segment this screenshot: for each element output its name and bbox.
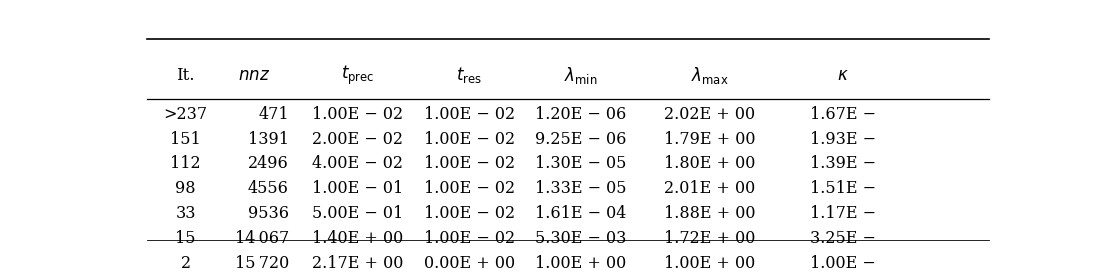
Text: 1.39E −: 1.39E −	[810, 155, 875, 172]
Text: 1.17E −: 1.17E −	[810, 205, 875, 222]
Text: 1.00E −: 1.00E −	[810, 255, 875, 272]
Text: 1.00E − 02: 1.00E − 02	[423, 130, 514, 147]
Text: $\lambda_{\rm max}$: $\lambda_{\rm max}$	[690, 65, 728, 85]
Text: 1.88E + 00: 1.88E + 00	[664, 205, 756, 222]
Text: 0.00E + 00: 0.00E + 00	[423, 255, 514, 272]
Text: 9536: 9536	[248, 205, 289, 222]
Text: 1391: 1391	[248, 130, 289, 147]
Text: 112: 112	[171, 155, 201, 172]
Text: 98: 98	[175, 180, 196, 197]
Text: $t_{\rm res}$: $t_{\rm res}$	[456, 65, 482, 85]
Text: 5.00E − 01: 5.00E − 01	[311, 205, 403, 222]
Text: >237: >237	[164, 105, 208, 122]
Text: 2.01E + 00: 2.01E + 00	[664, 180, 756, 197]
Text: 2: 2	[181, 255, 191, 272]
Text: 1.00E − 02: 1.00E − 02	[423, 155, 514, 172]
Text: 1.79E + 00: 1.79E + 00	[664, 130, 756, 147]
Text: 2.17E + 00: 2.17E + 00	[311, 255, 403, 272]
Text: 1.00E − 01: 1.00E − 01	[311, 180, 403, 197]
Text: 1.00E − 02: 1.00E − 02	[423, 180, 514, 197]
Text: 2.02E + 00: 2.02E + 00	[664, 105, 755, 122]
Text: 1.00E − 02: 1.00E − 02	[312, 105, 403, 122]
Text: 15 720: 15 720	[235, 255, 289, 272]
Text: 1.33E − 05: 1.33E − 05	[535, 180, 626, 197]
Text: $t_{\rm prec}$: $t_{\rm prec}$	[341, 64, 375, 87]
Text: 5.30E − 03: 5.30E − 03	[535, 230, 626, 247]
Text: 15: 15	[175, 230, 196, 247]
Text: 9.25E − 06: 9.25E − 06	[535, 130, 626, 147]
Text: 1.00E − 02: 1.00E − 02	[423, 105, 514, 122]
Text: 3.25E −: 3.25E −	[810, 230, 875, 247]
Text: 1.20E − 06: 1.20E − 06	[535, 105, 626, 122]
Text: 1.30E − 05: 1.30E − 05	[535, 155, 626, 172]
Text: $\lambda_{\rm min}$: $\lambda_{\rm min}$	[564, 65, 597, 85]
Text: $\kappa$: $\kappa$	[837, 67, 849, 84]
Text: 471: 471	[258, 105, 289, 122]
Text: 1.40E + 00: 1.40E + 00	[311, 230, 403, 247]
Text: It.: It.	[176, 67, 195, 84]
Text: 14 067: 14 067	[235, 230, 289, 247]
Text: $nnz$: $nnz$	[238, 67, 270, 84]
Text: 1.67E −: 1.67E −	[810, 105, 875, 122]
Text: 4.00E − 02: 4.00E − 02	[312, 155, 403, 172]
Text: 1.61E − 04: 1.61E − 04	[535, 205, 626, 222]
Text: 1.93E −: 1.93E −	[810, 130, 875, 147]
Text: 4556: 4556	[248, 180, 289, 197]
Text: 1.72E + 00: 1.72E + 00	[664, 230, 756, 247]
Text: 33: 33	[175, 205, 196, 222]
Text: 1.00E + 00: 1.00E + 00	[664, 255, 756, 272]
Text: 1.00E − 02: 1.00E − 02	[423, 205, 514, 222]
Text: 2.00E − 02: 2.00E − 02	[312, 130, 403, 147]
Text: 2496: 2496	[248, 155, 289, 172]
Text: 151: 151	[171, 130, 202, 147]
Text: 1.51E −: 1.51E −	[810, 180, 875, 197]
Text: 1.00E + 00: 1.00E + 00	[535, 255, 626, 272]
Text: 1.00E − 02: 1.00E − 02	[423, 230, 514, 247]
Text: 1.80E + 00: 1.80E + 00	[664, 155, 756, 172]
